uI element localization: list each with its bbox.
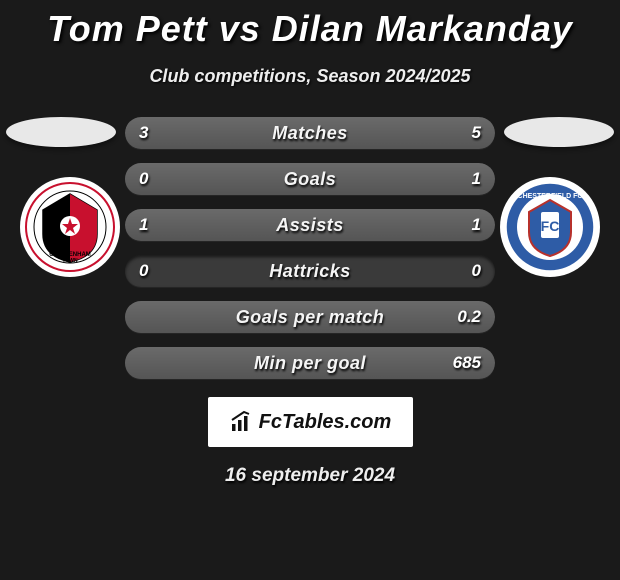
stat-label: Hattricks <box>125 255 495 287</box>
comparison-chart: CHELTENHAM TOWN FC CHESTERFIELD FC 35Mat… <box>0 117 620 379</box>
stat-label: Min per goal <box>125 347 495 379</box>
stat-row: 685Min per goal <box>125 347 495 379</box>
stat-row: 01Goals <box>125 163 495 195</box>
stat-label: Assists <box>125 209 495 241</box>
stat-row: 00Hattricks <box>125 255 495 287</box>
player-oval-left <box>6 117 116 147</box>
stat-label: Matches <box>125 117 495 149</box>
cheltenham-badge-icon: CHELTENHAM TOWN <box>25 182 115 272</box>
club-badge-right: FC CHESTERFIELD FC <box>500 177 600 277</box>
chesterfield-badge-icon: FC CHESTERFIELD FC <box>505 182 595 272</box>
svg-text:TOWN: TOWN <box>62 258 78 264</box>
stat-row: 0.2Goals per match <box>125 301 495 333</box>
date-line: 16 september 2024 <box>0 465 620 487</box>
page-title: Tom Pett vs Dilan Markanday <box>0 0 620 50</box>
page-subtitle: Club competitions, Season 2024/2025 <box>0 66 620 87</box>
club-badge-left: CHELTENHAM TOWN <box>20 177 120 277</box>
svg-text:FC: FC <box>541 218 560 234</box>
stat-label: Goals per match <box>125 301 495 333</box>
player-oval-right <box>504 117 614 147</box>
attribution-text: FcTables.com <box>259 411 392 434</box>
stat-row: 11Assists <box>125 209 495 241</box>
svg-text:CHESTERFIELD FC: CHESTERFIELD FC <box>518 193 583 200</box>
attribution-badge: FcTables.com <box>208 397 413 447</box>
stat-label: Goals <box>125 163 495 195</box>
stat-row: 35Matches <box>125 117 495 149</box>
chart-icon <box>229 410 253 434</box>
stat-rows: 35Matches 01Goals 11Assists 00Hattricks 0.2G… <box>125 117 495 379</box>
